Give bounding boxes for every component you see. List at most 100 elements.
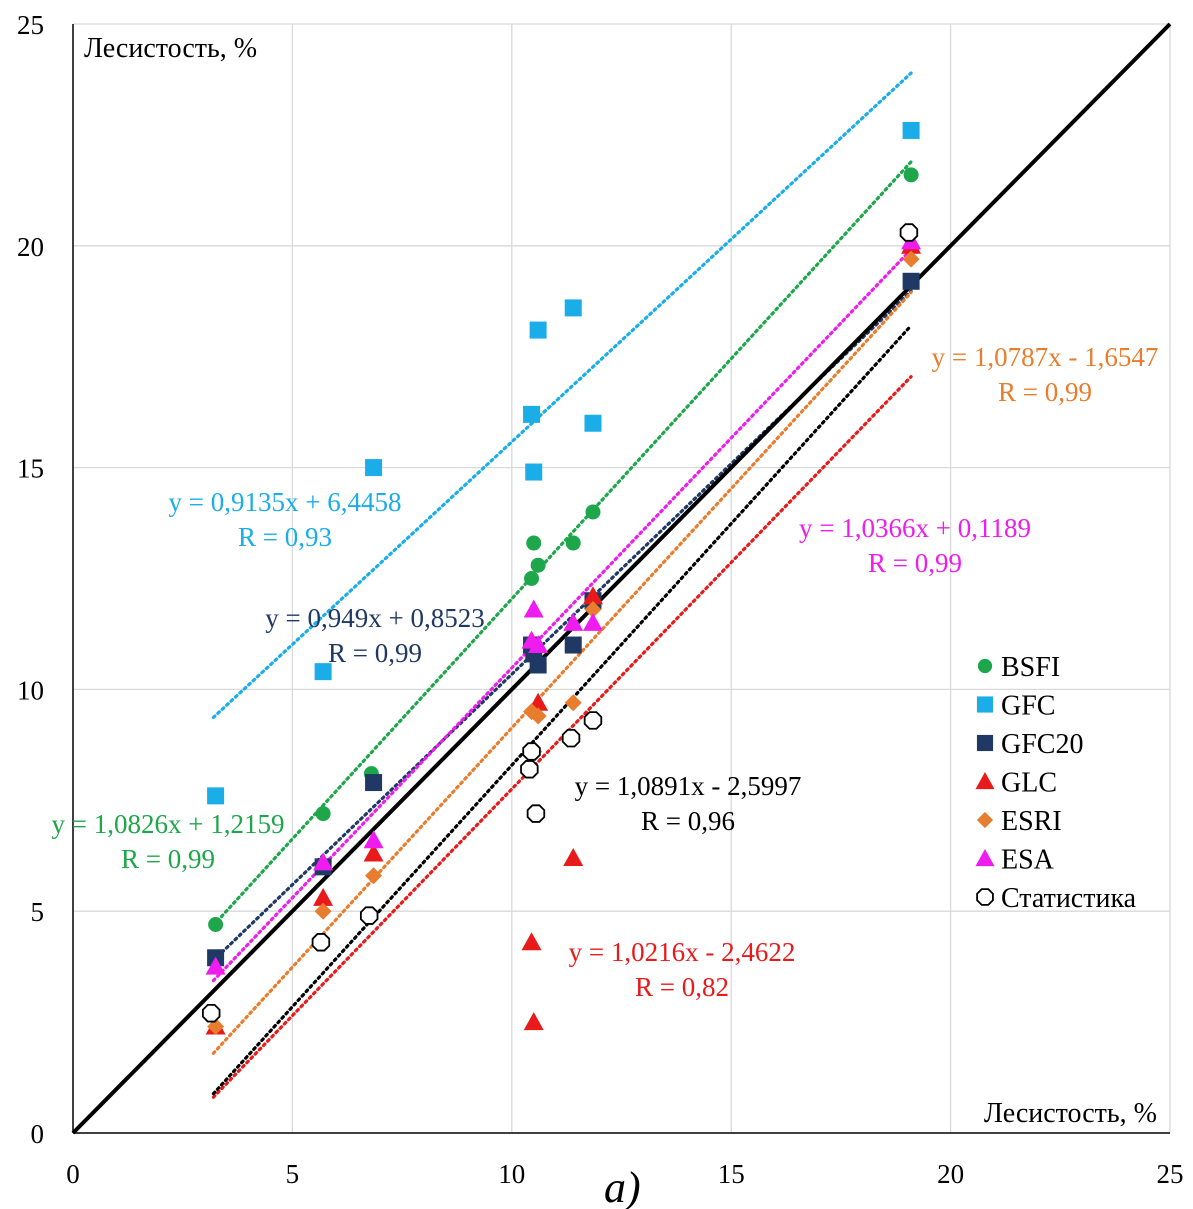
- legend-marker-glc: [975, 772, 995, 790]
- trend-equation-gfc: y = 0,9135x + 6,4458: [169, 487, 402, 517]
- data-point-gfc: [902, 121, 920, 139]
- trend-equations: y = 1,0826x + 1,2159 R = 0,99 y = 0,9135x …: [52, 342, 1159, 1002]
- data-point-bsfi: [903, 167, 919, 183]
- data-point-glc: [363, 843, 384, 862]
- data-point-esa: [582, 612, 603, 631]
- data-point-gfc20: [365, 774, 383, 792]
- data-point-esa: [205, 956, 226, 975]
- trend-equation-esa: y = 1,0366x + 0,1189: [799, 513, 1031, 543]
- data-point-esri: [529, 707, 547, 725]
- data-point-статистика: [583, 711, 603, 730]
- data-point-esri: [902, 250, 920, 268]
- legend-marker-gfc: [976, 696, 994, 713]
- x-tick-label: 25: [1157, 1159, 1184, 1189]
- data-point-glc: [521, 932, 542, 951]
- data-point-gfc: [365, 459, 383, 477]
- legend-marker-esa: [975, 849, 995, 867]
- data-point-статистика: [359, 906, 379, 925]
- data-point-bsfi: [530, 557, 546, 573]
- legend-label-esri: ESRI: [1001, 806, 1062, 837]
- trend-equation-glc: y = 1,0216x - 2,4622: [569, 937, 796, 967]
- gridlines: [73, 23, 1171, 1133]
- trend-equation-gfc20: y = 0,949x + 0,8523: [265, 603, 484, 633]
- legend-label-gfc20: GFC20: [1001, 729, 1083, 760]
- data-points: [202, 121, 922, 1036]
- reference-line: [71, 22, 1172, 1135]
- y-axis-title: Лесистость, %: [84, 33, 257, 64]
- data-point-статистика: [526, 804, 546, 823]
- y-tick-label: 10: [17, 675, 44, 705]
- trend-r-bsfi: R = 0,99: [121, 844, 215, 874]
- legend-label-bsfi: BSFI: [1001, 652, 1060, 683]
- legend-marker-статистика: [976, 888, 994, 906]
- data-point-статистика: [311, 933, 331, 952]
- data-point-gfc: [525, 463, 543, 481]
- axes: 0 5 10 15 20 25 0 5 10 15 20 25: [17, 10, 1184, 1189]
- data-point-gfc: [584, 414, 602, 432]
- data-point-bsfi: [565, 535, 581, 551]
- trendline-gfc: [211, 71, 913, 719]
- x-tick-label: 0: [66, 1159, 80, 1189]
- legend-label-gfc: GFC: [1001, 691, 1055, 722]
- data-point-gfc: [207, 787, 225, 805]
- data-point-gfc: [529, 321, 547, 339]
- y-tick-label: 20: [17, 232, 44, 262]
- legend-marker-esri: [976, 811, 994, 829]
- data-point-статистика: [561, 728, 581, 748]
- trend-equation-статистика: y = 1,0891x - 2,5997: [575, 771, 802, 801]
- data-point-статистика: [899, 223, 919, 242]
- legend: BSFI GFC GFC20 GLC ESRI ESA Статистика: [975, 652, 1137, 914]
- y-tick-label: 25: [17, 10, 44, 40]
- data-point-esri: [564, 694, 582, 712]
- trend-r-glc: R = 0,82: [635, 972, 729, 1002]
- data-point-gfc: [523, 405, 541, 423]
- trend-r-esri: R = 0,99: [998, 377, 1092, 407]
- legend-label-glc: GLC: [1001, 768, 1057, 799]
- data-point-glc: [523, 1012, 544, 1031]
- data-point-esa: [563, 612, 584, 631]
- data-point-gfc20: [529, 656, 547, 674]
- trend-equation-esri: y = 1,0787x - 1,6547: [932, 342, 1159, 372]
- y-tick-label: 0: [31, 1119, 45, 1149]
- data-point-bsfi: [208, 917, 224, 933]
- data-point-bsfi: [585, 504, 601, 520]
- data-point-gfc: [564, 299, 582, 317]
- panel-label: а): [604, 1163, 641, 1209]
- data-point-esri: [584, 601, 602, 619]
- legend-marker-bsfi: [977, 658, 993, 674]
- trendline-bsfi: [211, 160, 913, 927]
- data-point-esa: [528, 635, 549, 654]
- trend-r-статистика: R = 0,96: [641, 806, 735, 836]
- legend-marker-gfc20: [976, 734, 994, 752]
- data-point-esri: [314, 902, 332, 920]
- y-tick-label: 5: [31, 897, 45, 927]
- trendline-esri: [211, 290, 913, 1055]
- x-tick-label: 5: [286, 1159, 300, 1189]
- data-point-статистика: [520, 760, 539, 779]
- data-point-bsfi: [315, 806, 331, 822]
- data-point-gfc20: [564, 636, 582, 654]
- data-point-glc: [582, 586, 603, 605]
- x-tick-label: 10: [498, 1159, 525, 1189]
- data-point-gfc20: [902, 272, 920, 290]
- y-tick-label: 15: [17, 454, 44, 484]
- data-point-esa: [523, 599, 544, 618]
- data-point-esri: [365, 867, 383, 885]
- data-point-esa: [313, 852, 334, 871]
- legend-label-esa: ESA: [1001, 845, 1055, 876]
- x-tick-label: 15: [718, 1159, 745, 1189]
- x-axis-title: Лесистость, %: [984, 1098, 1157, 1129]
- x-tick-label: 20: [937, 1159, 964, 1189]
- trend-r-gfc20: R = 0,99: [328, 638, 422, 668]
- data-point-gfc: [314, 663, 332, 681]
- data-point-esa: [363, 830, 384, 849]
- data-point-glc: [563, 847, 584, 866]
- data-point-bsfi: [526, 535, 542, 551]
- trend-r-esa: R = 0,99: [868, 548, 962, 578]
- legend-label-статистика: Статистика: [1001, 883, 1137, 914]
- trend-r-gfc: R = 0,93: [238, 522, 332, 552]
- data-point-статистика: [202, 1004, 221, 1023]
- trend-equation-bsfi: y = 1,0826x + 1,2159: [52, 809, 285, 839]
- data-point-bsfi: [524, 571, 540, 586]
